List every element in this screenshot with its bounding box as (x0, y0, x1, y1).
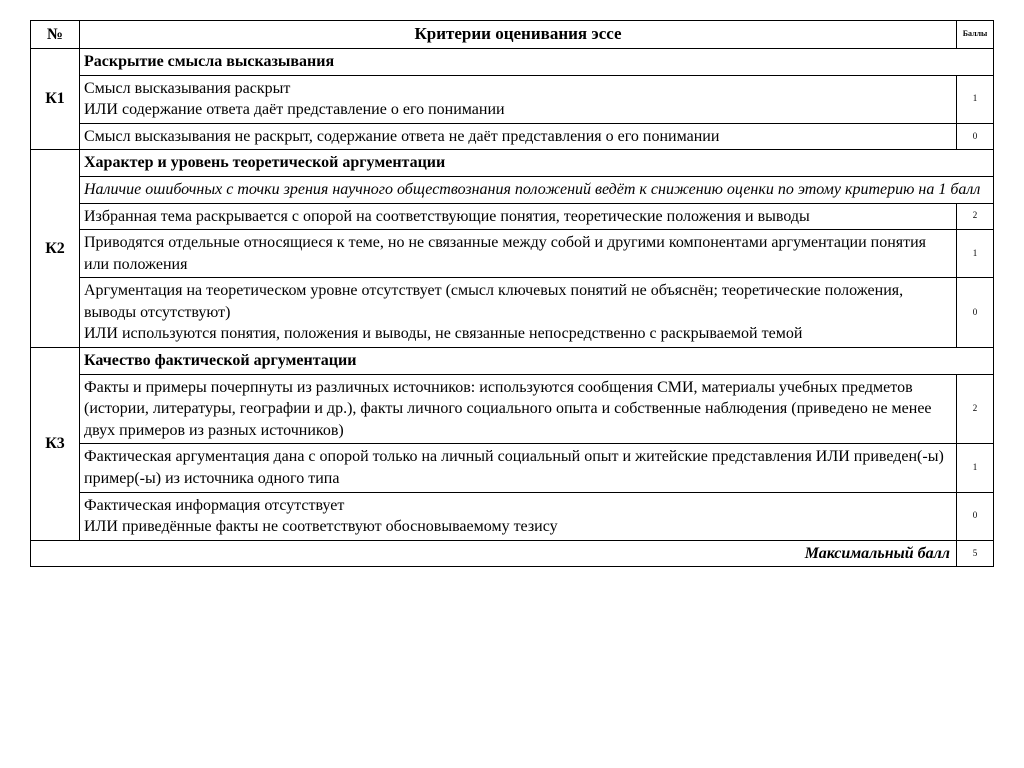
k1-row-1-text: Смысл высказывания не раскрыт, содержани… (80, 123, 957, 150)
k1-row-1: Смысл высказывания не раскрыт, содержани… (31, 123, 994, 150)
k3-row-1: Фактическая аргументация дана с опорой т… (31, 444, 994, 492)
k1-row-0: Смысл высказывания раскрытИЛИ содержание… (31, 75, 994, 123)
k3-title-row: К3 Качество фактической аргументации (31, 348, 994, 375)
k2-row-2-text: Аргументация на теоретическом уровне отс… (80, 278, 957, 348)
max-points: 5 (957, 540, 994, 567)
k3-row-2-points: 0 (957, 492, 994, 540)
k2-note-row: Наличие ошибочных с точки зрения научног… (31, 176, 994, 203)
k3-row-1-points: 1 (957, 444, 994, 492)
table-header-row: № Критерии оценивания эссе Баллы (31, 21, 994, 49)
k2-row-1-points: 1 (957, 230, 994, 278)
k1-title-row: К1 Раскрытие смысла высказывания (31, 48, 994, 75)
k2-row-2: Аргументация на теоретическом уровне отс… (31, 278, 994, 348)
k2-note: Наличие ошибочных с точки зрения научног… (80, 176, 994, 203)
k3-code: К3 (31, 348, 80, 541)
k2-row-0-points: 2 (957, 203, 994, 230)
k3-row-2: Фактическая информация отсутствуетИЛИ пр… (31, 492, 994, 540)
max-label: Максимальный балл (31, 540, 957, 567)
k3-row-1-text: Фактическая аргументация дана с опорой т… (80, 444, 957, 492)
k2-row-0: Избранная тема раскрывается с опорой на … (31, 203, 994, 230)
k1-row-1-points: 0 (957, 123, 994, 150)
k2-row-1: Приводятся отдельные относящиеся к теме,… (31, 230, 994, 278)
k1-row-0-points: 1 (957, 75, 994, 123)
k2-code: К2 (31, 150, 80, 348)
k2-row-0-text: Избранная тема раскрывается с опорой на … (80, 203, 957, 230)
k2-title-row: К2 Характер и уровень теоретической аргу… (31, 150, 994, 177)
k3-row-2-text: Фактическая информация отсутствуетИЛИ пр… (80, 492, 957, 540)
k2-row-2-points: 0 (957, 278, 994, 348)
k3-row-0-text: Факты и примеры почерпнуты из различных … (80, 374, 957, 444)
k3-row-0: Факты и примеры почерпнуты из различных … (31, 374, 994, 444)
k1-title: Раскрытие смысла высказывания (80, 48, 994, 75)
header-criteria: Критерии оценивания эссе (80, 21, 957, 49)
k1-row-0-text: Смысл высказывания раскрытИЛИ содержание… (80, 75, 957, 123)
k3-row-0-points: 2 (957, 374, 994, 444)
k2-row-1-text: Приводятся отдельные относящиеся к теме,… (80, 230, 957, 278)
header-points: Баллы (957, 21, 994, 49)
k1-code: К1 (31, 48, 80, 149)
k3-title: Качество фактической аргументации (80, 348, 994, 375)
k2-title: Характер и уровень теоретической аргумен… (80, 150, 994, 177)
rubric-table: № Критерии оценивания эссе Баллы К1 Раск… (30, 20, 994, 567)
max-row: Максимальный балл 5 (31, 540, 994, 567)
header-num: № (31, 21, 80, 49)
